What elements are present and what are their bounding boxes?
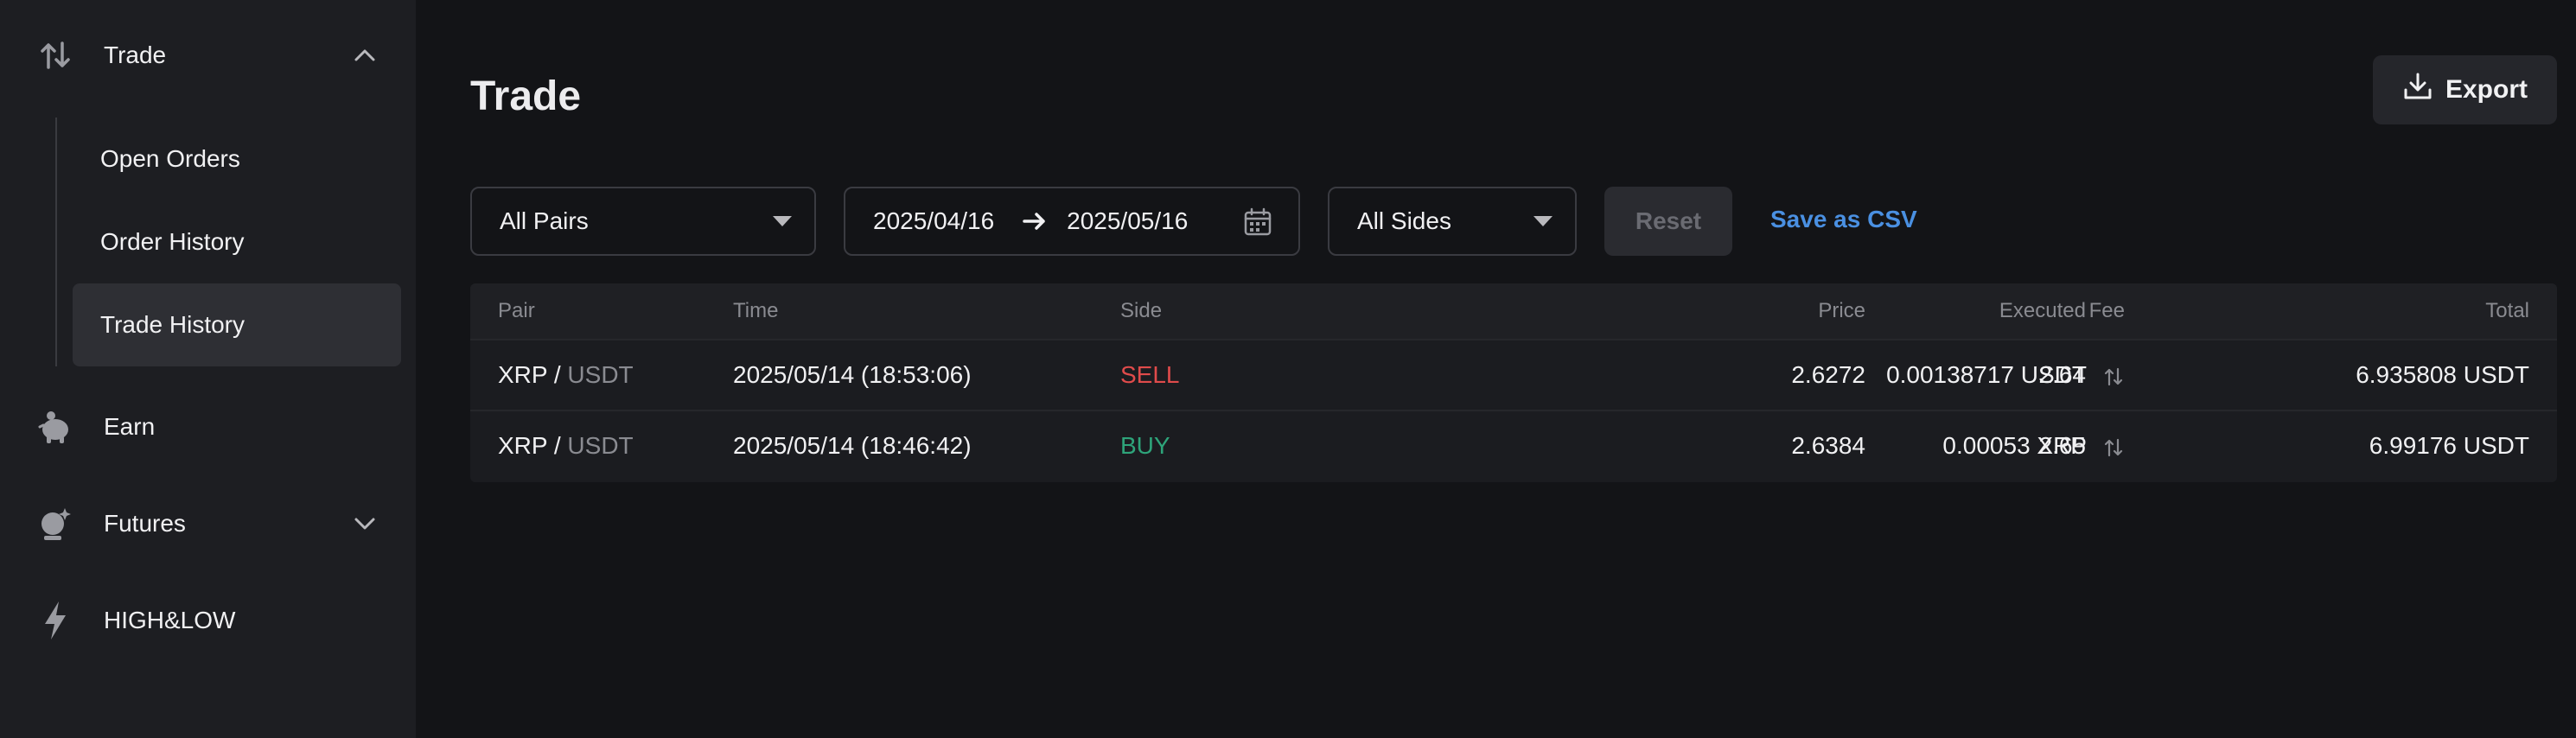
total-cell: 6.99176 USDT <box>2369 432 2529 459</box>
sidebar-item-trade[interactable]: Trade <box>0 21 416 90</box>
swap-vertical-icon <box>35 35 76 76</box>
column-header-executed: Executed <box>1999 299 2086 322</box>
executed-cell: 2.64 <box>2038 361 2087 388</box>
column-header-pair: Pair <box>498 299 535 322</box>
sidebar-item-trade-history[interactable]: Trade History <box>73 283 401 366</box>
sidebar-item-label: HIGH&LOW <box>104 607 236 633</box>
column-header-total: Total <box>2485 299 2529 322</box>
sidebar-item-earn[interactable]: Earn <box>0 392 416 461</box>
sides-select[interactable]: All Sides <box>1328 187 1577 256</box>
side-cell: BUY <box>1120 432 1170 459</box>
export-button[interactable]: Export <box>2373 55 2557 124</box>
sidebar-item-label: Trade <box>104 41 167 68</box>
export-label: Export <box>2445 75 2528 104</box>
sidebar-item-label: Futures <box>104 510 186 537</box>
pair-cell: XRP / USDT <box>498 361 634 389</box>
subnav-divider <box>55 118 57 366</box>
piggy-bank-icon <box>35 406 76 448</box>
price-cell: 2.6272 <box>1791 361 1865 388</box>
calendar-icon[interactable] <box>1243 207 1272 243</box>
pair-quote: USDT <box>567 361 634 388</box>
sidebar-item-order-history[interactable]: Order History <box>100 228 245 255</box>
chevron-up-icon[interactable] <box>348 38 382 73</box>
save-csv-link[interactable]: Save as CSV <box>1770 206 1917 232</box>
caret-down-icon <box>1533 216 1553 226</box>
fee-cell: 0.00138717 USDT <box>1886 361 2125 389</box>
page-title: Trade <box>470 73 582 119</box>
pair-separator: / <box>547 432 568 459</box>
pairs-select[interactable]: All Pairs <box>470 187 816 256</box>
column-header-time: Time <box>733 299 779 322</box>
pair-separator: / <box>547 361 568 388</box>
side-cell: SELL <box>1120 361 1180 388</box>
fee-value: 0.00053 XRP <box>1942 432 2087 459</box>
pair-quote: USDT <box>567 432 634 459</box>
total-cell: 6.935808 USDT <box>2356 361 2529 388</box>
table-row[interactable]: XRP / USDT 2025/05/14 (18:53:06) SELL 2.… <box>470 339 2557 410</box>
time-cell: 2025/05/14 (18:46:42) <box>733 432 972 459</box>
sides-select-value: All Sides <box>1357 207 1451 234</box>
executed-cell: 2.65 <box>2038 432 2087 459</box>
table-row[interactable]: XRP / USDT 2025/05/14 (18:46:42) BUY 2.6… <box>470 410 2557 480</box>
date-from[interactable]: 2025/04/16 <box>873 207 995 234</box>
reset-button[interactable]: Reset <box>1604 187 1732 256</box>
sidebar: Trade Open Orders Order History Trade Hi… <box>0 0 416 738</box>
fee-value: 0.00138717 USDT <box>1886 361 2087 388</box>
download-icon <box>2402 71 2433 109</box>
fee-cell: 0.00053 XRP <box>1942 432 2125 460</box>
sidebar-item-highlow[interactable]: HIGH&LOW <box>0 586 416 655</box>
time-cell: 2025/05/14 (18:53:06) <box>733 361 972 388</box>
price-cell: 2.6384 <box>1791 432 1865 459</box>
arrow-right-icon <box>1022 211 1048 232</box>
sidebar-item-open-orders[interactable]: Open Orders <box>100 145 240 172</box>
sidebar-item-futures[interactable]: Futures <box>0 489 416 558</box>
pair-cell: XRP / USDT <box>498 432 634 460</box>
caret-down-icon <box>773 216 792 226</box>
lightning-icon <box>35 600 76 641</box>
date-range-picker[interactable]: 2025/04/16 2025/05/16 <box>844 187 1300 256</box>
fee-toggle-icon[interactable] <box>2102 436 2125 459</box>
chevron-down-icon[interactable] <box>348 506 382 541</box>
fee-toggle-icon[interactable] <box>2102 366 2125 388</box>
trade-history-table: Pair Time Side Price Executed Fee Total … <box>470 283 2557 482</box>
table-header: Pair Time Side Price Executed Fee Total <box>470 283 2557 339</box>
date-to[interactable]: 2025/05/16 <box>1067 207 1189 234</box>
pair-base: XRP <box>498 432 548 459</box>
pairs-select-value: All Pairs <box>500 207 589 234</box>
pair-base: XRP <box>498 361 548 388</box>
column-header-fee-label: Fee <box>2088 299 2125 322</box>
futures-icon <box>35 503 76 544</box>
column-header-side: Side <box>1120 299 1163 322</box>
sidebar-item-label: Earn <box>104 413 156 440</box>
column-header-price: Price <box>1818 299 1865 322</box>
